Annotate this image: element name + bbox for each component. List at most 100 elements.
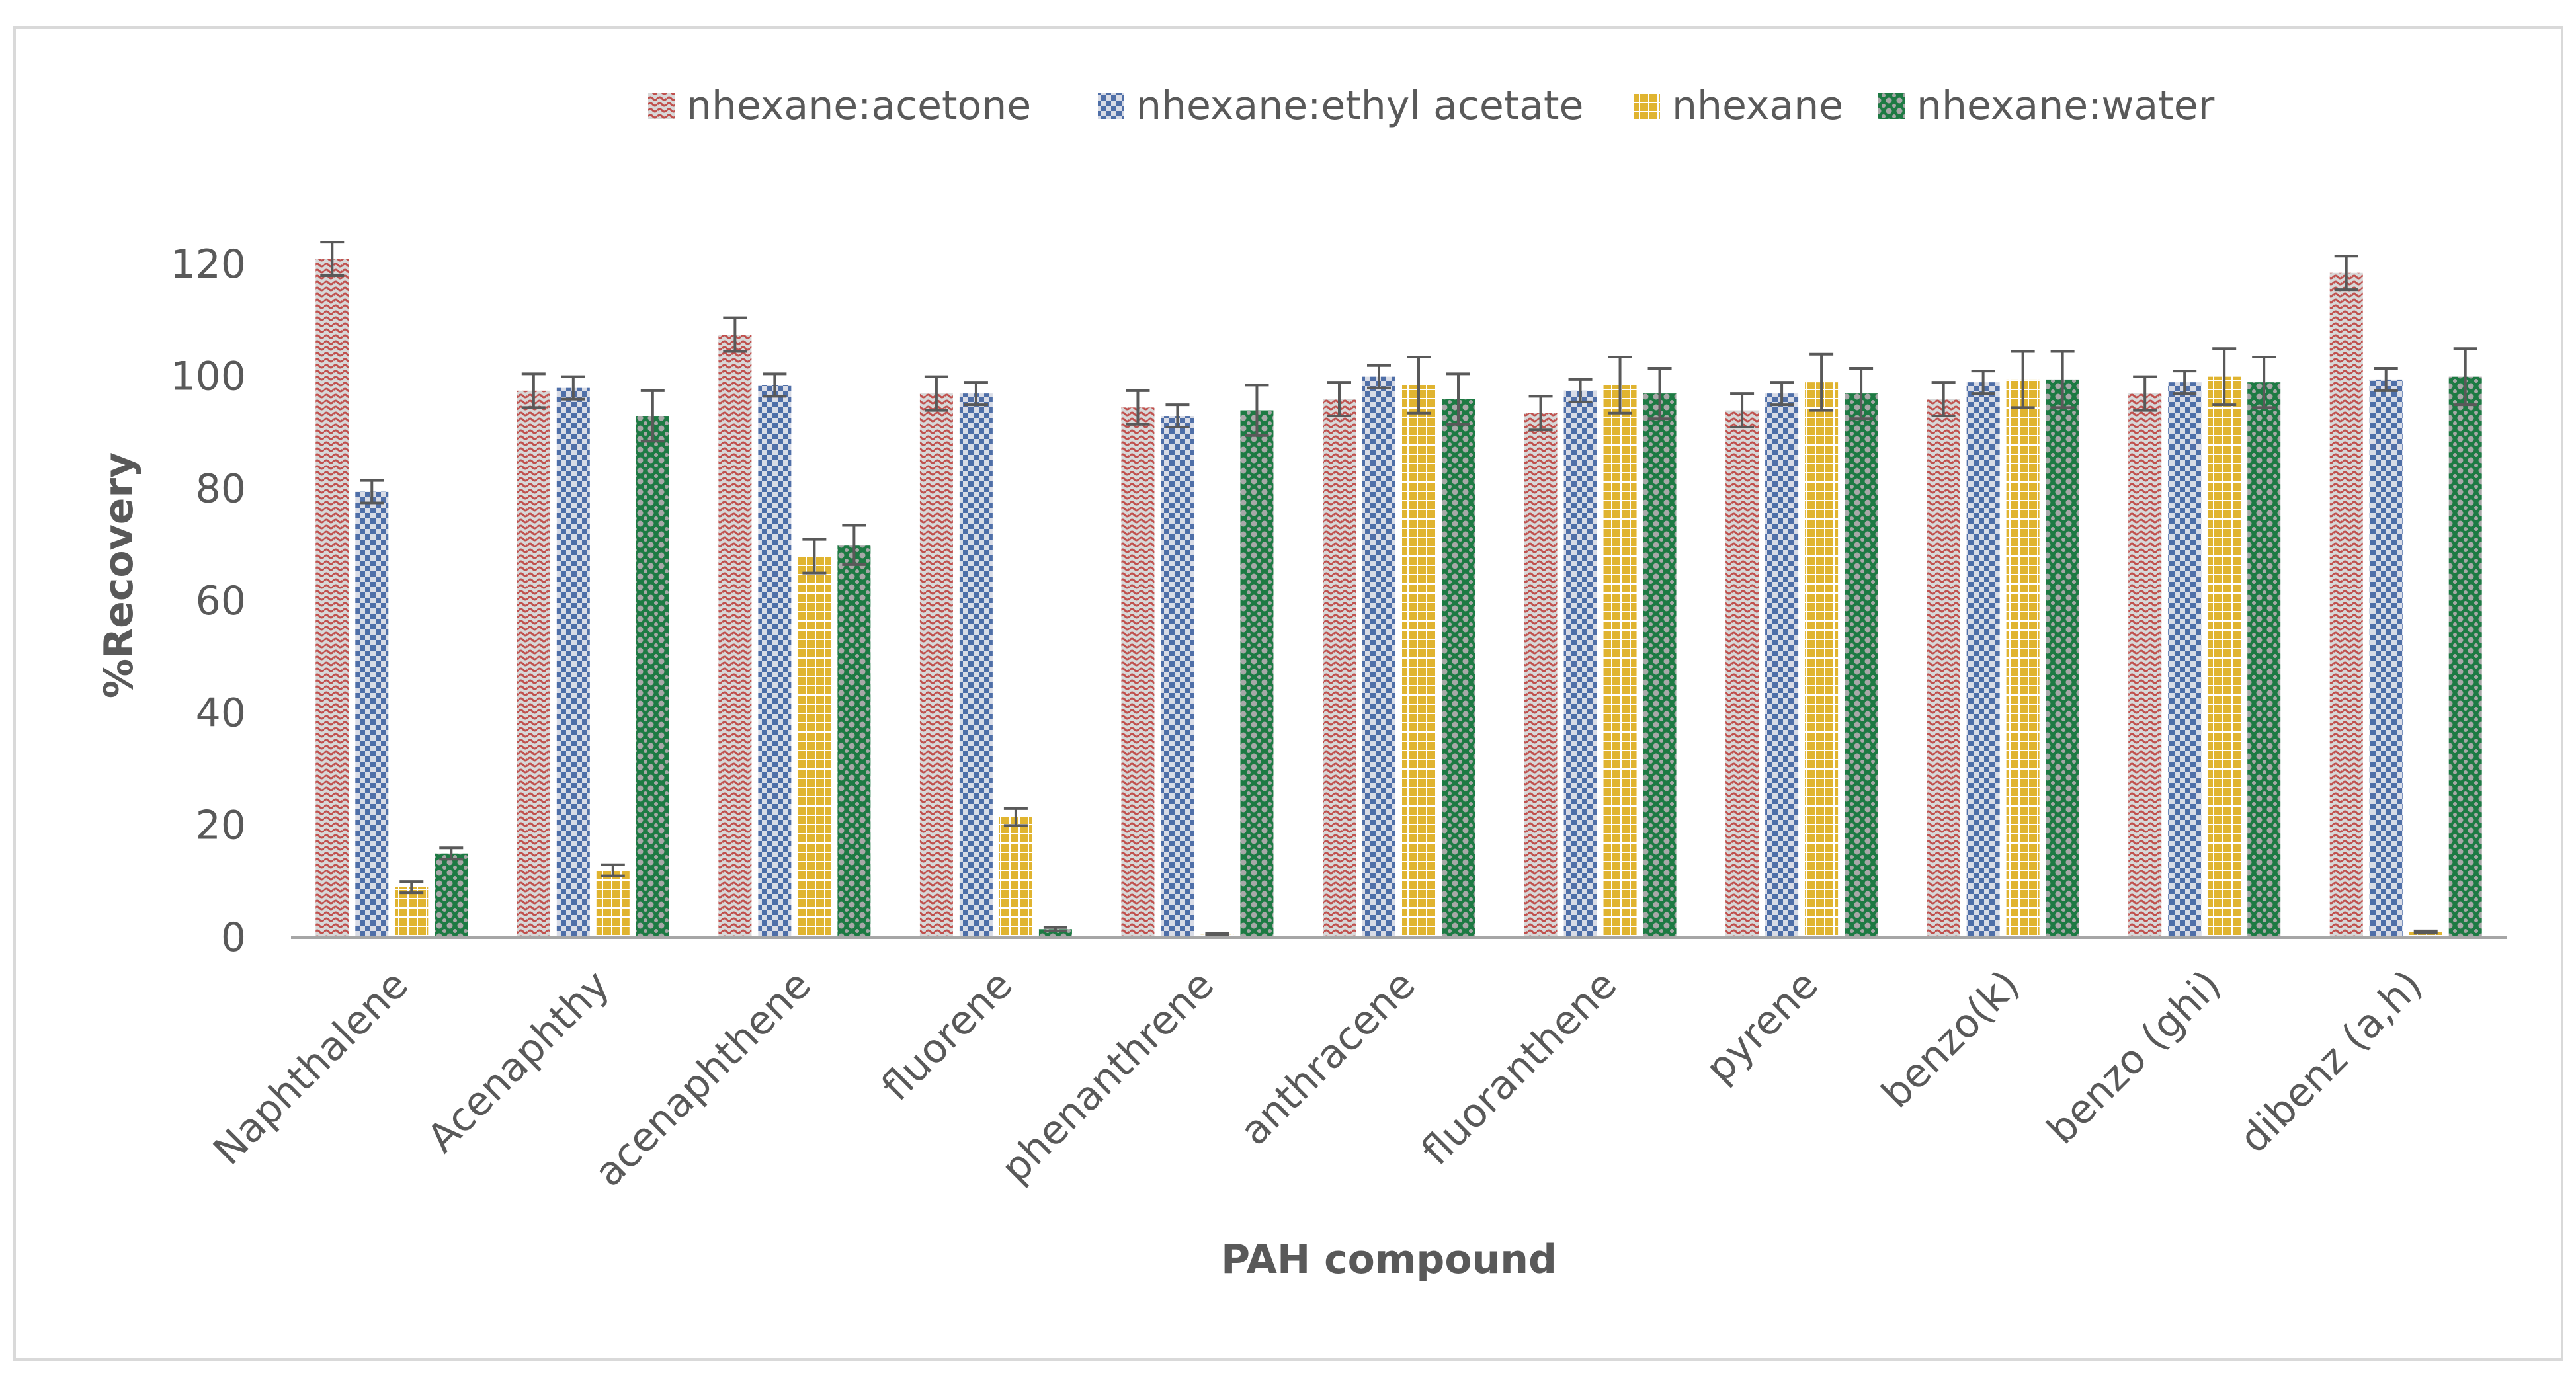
error-bar xyxy=(1367,364,1391,389)
error-bar xyxy=(1971,370,1995,395)
bar-nhexane-ethyl-acetate xyxy=(2369,379,2403,938)
error-bar xyxy=(924,375,948,412)
error-bar xyxy=(2212,347,2237,407)
bar-nhexane xyxy=(395,887,429,938)
bar-nhexane-acetone xyxy=(1725,410,1759,938)
x-axis-title: PAH compound xyxy=(1221,1236,1557,1283)
bar-nhexane-water xyxy=(1643,393,1677,938)
bar-nhexane-water xyxy=(1240,410,1274,938)
bar-nhexane xyxy=(2208,376,2241,938)
y-tick-label: 60 xyxy=(196,578,246,624)
bar-nhexane xyxy=(1402,385,1435,938)
error-bar xyxy=(1809,352,1834,412)
bar-nhexane xyxy=(1603,385,1637,938)
error-bar xyxy=(439,846,464,861)
error-bar xyxy=(1043,926,1067,932)
error-bar xyxy=(2453,347,2477,407)
error-bar xyxy=(1931,381,1956,418)
legend-swatch xyxy=(1098,93,1124,119)
y-axis: 0 20 40 60 80 100 120 xyxy=(170,241,246,961)
y-axis-title: %Recovery xyxy=(96,452,142,698)
bar-nhexane xyxy=(999,817,1032,938)
error-bar xyxy=(1528,395,1553,432)
legend-item: nhexane:ethyl acetate xyxy=(1098,83,1583,129)
legend-item: nhexane:water xyxy=(1878,83,2215,129)
bar-nhexane xyxy=(2006,379,2040,938)
error-bar xyxy=(1608,355,1632,415)
error-bar xyxy=(1245,384,1269,437)
error-bar xyxy=(2011,350,2035,409)
legend-swatch xyxy=(648,93,675,119)
bar-nhexane-ethyl-acetate xyxy=(556,387,590,938)
bar-nhexane-water xyxy=(435,853,468,938)
y-tick-label: 120 xyxy=(170,241,246,288)
error-bar xyxy=(1407,355,1431,415)
error-bar xyxy=(640,389,665,443)
bar-nhexane xyxy=(596,870,630,938)
error-bar xyxy=(763,372,787,398)
y-tick-label: 20 xyxy=(196,802,246,848)
error-bar xyxy=(1003,807,1028,827)
error-bar xyxy=(2252,355,2276,409)
bar-nhexane-acetone xyxy=(919,393,953,938)
error-bar xyxy=(2374,366,2398,392)
y-tick-label: 40 xyxy=(196,690,246,737)
legend-item: nhexane:acetone xyxy=(648,83,1031,129)
error-bar xyxy=(964,381,988,407)
legend-item: nhexane xyxy=(1634,83,1843,129)
bar-nhexane-water xyxy=(1845,393,1878,938)
legend: nhexane:acetone nhexane:ethyl acetate nhex… xyxy=(648,83,2215,129)
error-bar xyxy=(601,863,625,877)
legend-swatch xyxy=(1878,93,1905,119)
bars xyxy=(315,241,2482,938)
error-bar xyxy=(561,375,585,401)
bar-nhexane-water xyxy=(2448,376,2482,938)
error-bar xyxy=(1568,378,1593,403)
bar-nhexane-ethyl-acetate xyxy=(2168,382,2202,938)
legend-swatch xyxy=(1634,93,1660,119)
error-bar xyxy=(521,372,546,409)
legend-label: nhexane:water xyxy=(1917,83,2215,129)
error-bar xyxy=(723,316,747,353)
bar-nhexane-acetone xyxy=(2128,393,2162,938)
y-tick-label: 0 xyxy=(221,914,246,961)
bar-nhexane-ethyl-acetate xyxy=(1563,390,1597,938)
error-bar xyxy=(1126,389,1150,426)
error-bar xyxy=(1730,392,1755,429)
bar-nhexane-acetone xyxy=(1323,399,1356,938)
bar-nhexane-water xyxy=(1442,399,1475,938)
bar-nhexane-acetone xyxy=(1524,413,1558,938)
error-bar xyxy=(2050,350,2075,409)
y-tick-label: 100 xyxy=(170,354,246,400)
bar-nhexane-ethyl-acetate xyxy=(959,393,993,938)
bar-nhexane-water xyxy=(636,416,669,938)
bar-nhexane-acetone xyxy=(517,390,550,938)
error-bar xyxy=(2173,370,2197,395)
error-bar xyxy=(1327,381,1351,418)
bar-nhexane-acetone xyxy=(1121,407,1155,938)
bar-nhexane-acetone xyxy=(718,335,752,938)
bar-nhexane-ethyl-acetate xyxy=(758,385,792,938)
error-bar xyxy=(1446,372,1470,426)
error-bar xyxy=(360,479,384,505)
bar-nhexane xyxy=(2409,932,2442,938)
error-bar xyxy=(1165,403,1190,429)
y-tick-label: 80 xyxy=(196,466,246,512)
bar-nhexane-ethyl-acetate xyxy=(1362,376,1395,938)
bar-nhexane-ethyl-acetate xyxy=(1161,416,1194,938)
error-bar xyxy=(1205,932,1229,938)
error-bar xyxy=(320,241,345,277)
bar-nhexane-ethyl-acetate xyxy=(355,491,389,938)
error-bar xyxy=(2133,375,2157,412)
legend-label: nhexane xyxy=(1672,83,1843,129)
error-bar xyxy=(1849,366,1874,421)
bar-nhexane-ethyl-acetate xyxy=(1966,382,2000,938)
bar-nhexane-water xyxy=(2046,379,2079,938)
bar-nhexane-acetone xyxy=(2329,272,2363,938)
error-bar xyxy=(399,880,424,895)
error-bar xyxy=(2413,929,2438,935)
bar-nhexane-water xyxy=(2247,382,2281,938)
bar-nhexane-water xyxy=(837,545,871,938)
error-bar xyxy=(1647,366,1672,421)
